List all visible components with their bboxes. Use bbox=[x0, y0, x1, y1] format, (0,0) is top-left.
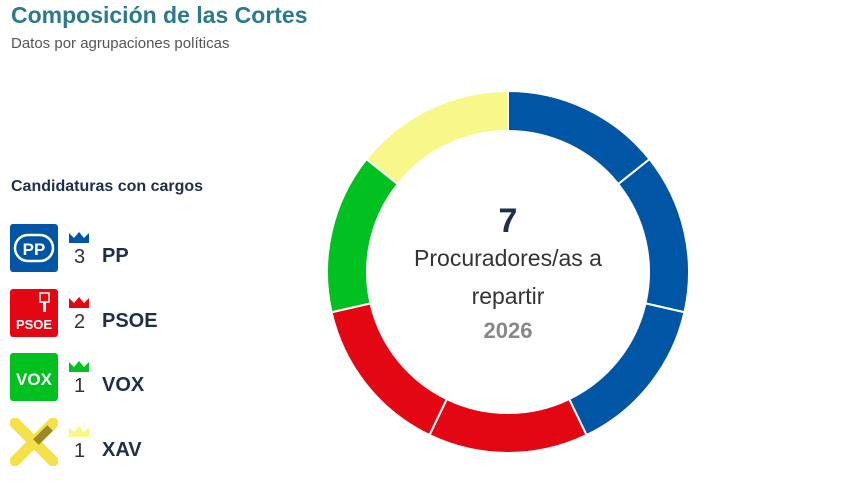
party-name: XAV bbox=[102, 439, 142, 461]
chart-center-label-line2: repartir bbox=[472, 283, 545, 309]
party-row-vox[interactable]: VOX 1 VOX bbox=[10, 353, 230, 403]
pp-logo-icon: PP bbox=[10, 224, 58, 272]
crown-icon bbox=[69, 361, 89, 372]
party-seats: 2 bbox=[74, 311, 86, 333]
chart-center-year: 2026 bbox=[484, 318, 533, 343]
seats-donut-chart: 7 Procuradores/as a repartir 2026 bbox=[326, 89, 690, 454]
party-name: PSOE bbox=[102, 310, 158, 332]
party-seats: 3 bbox=[74, 246, 86, 268]
crown-icon bbox=[69, 426, 89, 437]
psoe-logo-text: PSOE bbox=[16, 317, 52, 332]
vox-logo-text: VOX bbox=[16, 370, 53, 389]
donut-seat-slice bbox=[507, 89, 651, 186]
page-subtitle: Datos por agrupaciones políticas bbox=[11, 35, 230, 52]
donut-seat-slice bbox=[330, 302, 449, 437]
party-name: PP bbox=[102, 245, 129, 267]
crown-icon bbox=[69, 297, 89, 308]
party-seats: 1 bbox=[74, 440, 86, 462]
donut-seat-slice bbox=[567, 302, 686, 437]
party-row-xav[interactable]: 1 XAV bbox=[10, 418, 230, 468]
page-title: Composición de las Cortes bbox=[11, 2, 308, 28]
chart-center-label-line1: Procuradores/as a bbox=[414, 245, 602, 271]
psoe-logo-icon: PSOE bbox=[10, 289, 58, 337]
legend-title: Candidaturas con cargos bbox=[11, 178, 204, 195]
party-name: VOX bbox=[102, 374, 145, 396]
donut-seat-slice bbox=[365, 89, 509, 186]
donut-seat-slice bbox=[616, 157, 690, 314]
donut-seat-slice bbox=[326, 157, 400, 314]
vox-logo-icon: VOX bbox=[10, 353, 58, 401]
donut-seat-slice bbox=[428, 397, 588, 454]
crown-icon bbox=[69, 232, 89, 243]
xav-logo-icon bbox=[10, 418, 58, 466]
pp-logo-text: PP bbox=[23, 240, 46, 259]
party-seats: 1 bbox=[74, 375, 86, 397]
party-row-psoe[interactable]: PSOE 2 PSOE bbox=[10, 289, 230, 339]
party-row-pp[interactable]: PP 3 PP bbox=[10, 224, 230, 274]
chart-total: 7 bbox=[499, 202, 518, 240]
